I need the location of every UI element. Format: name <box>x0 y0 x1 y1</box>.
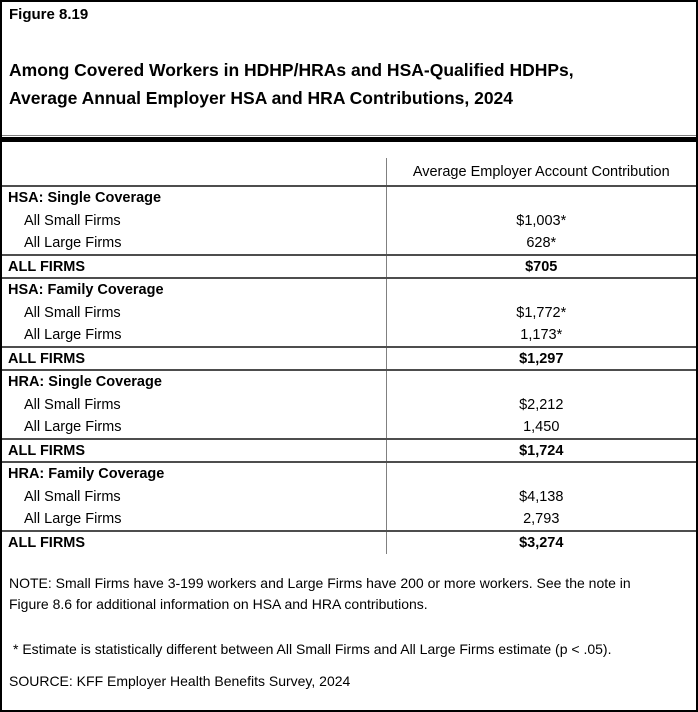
row-value: 2,793 <box>385 508 696 531</box>
table-row-section: HSA: Family Coverage <box>2 278 696 301</box>
row-value <box>385 462 696 485</box>
row-label: HRA: Family Coverage <box>8 466 165 482</box>
row-value: $2,212 <box>385 393 696 416</box>
table-row-total: ALL FIRMS $3,274 <box>2 530 696 554</box>
table-row-section: HSA: Single Coverage <box>2 186 696 209</box>
table-row: All Large Firms 2,793 <box>2 508 696 531</box>
row-value: $1,003* <box>385 209 696 232</box>
note-text: NOTE: Small Firms have 3-199 workers and… <box>9 573 686 615</box>
table-row-total: ALL FIRMS $1,297 <box>2 346 696 371</box>
row-value <box>385 186 696 209</box>
row-label: ALL FIRMS <box>2 438 386 463</box>
page-title: Among Covered Workers in HDHP/HRAs and H… <box>9 56 688 112</box>
row-label: All Small Firms <box>24 396 121 413</box>
row-label: All Large Firms <box>24 235 122 251</box>
title-block: Figure 8.19 Among Covered Workers in HDH… <box>2 2 696 112</box>
row-value <box>385 278 696 301</box>
row-value: 1,450 <box>385 416 696 439</box>
row-label: All Large Firms <box>24 327 122 343</box>
contributions-table: Average Employer Account Contribution HS… <box>2 158 696 554</box>
title-line-1: Among Covered Workers in HDHP/HRAs and H… <box>9 60 574 80</box>
row-label: All Small Firms <box>24 488 121 505</box>
empty-header-cell <box>2 158 386 187</box>
row-label: All Large Firms <box>24 511 122 527</box>
note-line-1: NOTE: Small Firms have 3-199 workers and… <box>9 575 631 591</box>
table-row: All Large Firms 628* <box>2 232 696 255</box>
table-row: All Large Firms 1,450 <box>2 416 696 439</box>
row-label: HSA: Family Coverage <box>8 282 164 298</box>
row-value: $1,724 <box>385 438 696 463</box>
row-label: ALL FIRMS <box>2 346 386 371</box>
row-label: ALL FIRMS <box>2 530 386 554</box>
title-line-2: Average Annual Employer HSA and HRA Cont… <box>9 88 514 108</box>
table-row: All Small Firms $2,212 <box>2 393 696 416</box>
table-row-section: HRA: Family Coverage <box>2 462 696 485</box>
row-value: $705 <box>385 254 696 279</box>
row-value <box>385 370 696 393</box>
row-value: 628* <box>385 232 696 255</box>
table-row: All Small Firms $1,003* <box>2 209 696 232</box>
table-row-total: ALL FIRMS $1,724 <box>2 438 696 463</box>
row-label: All Small Firms <box>24 304 121 321</box>
row-value: $4,138 <box>385 485 696 508</box>
source-text: SOURCE: KFF Employer Health Benefits Sur… <box>9 673 351 689</box>
row-label: All Large Firms <box>24 419 122 435</box>
header-separator-bar <box>2 137 696 142</box>
table-row-total: ALL FIRMS $705 <box>2 254 696 279</box>
row-value: $1,772* <box>385 301 696 324</box>
row-value: 1,173* <box>385 324 696 347</box>
table-row: All Small Firms $4,138 <box>2 485 696 508</box>
figure-label: Figure 8.19 <box>9 6 89 23</box>
table-header-row: Average Employer Account Contribution <box>2 158 696 187</box>
row-value: $1,297 <box>385 346 696 371</box>
row-label: HRA: Single Coverage <box>8 374 162 390</box>
table-row: All Small Firms $1,772* <box>2 301 696 324</box>
note-line-2: Figure 8.6 for additional information on… <box>9 596 428 612</box>
row-label: All Small Firms <box>24 212 121 229</box>
estimate-note: * Estimate is statistically different be… <box>13 641 612 657</box>
table-row: All Large Firms 1,173* <box>2 324 696 347</box>
notes-section: NOTE: Small Firms have 3-199 workers and… <box>2 573 696 692</box>
header-separator-line <box>2 135 696 136</box>
row-value: $3,274 <box>385 530 696 554</box>
table-row-section: HRA: Single Coverage <box>2 370 696 393</box>
value-column-header: Average Employer Account Contribution <box>385 158 696 187</box>
row-label: HSA: Single Coverage <box>8 190 162 206</box>
row-label: ALL FIRMS <box>2 254 386 279</box>
